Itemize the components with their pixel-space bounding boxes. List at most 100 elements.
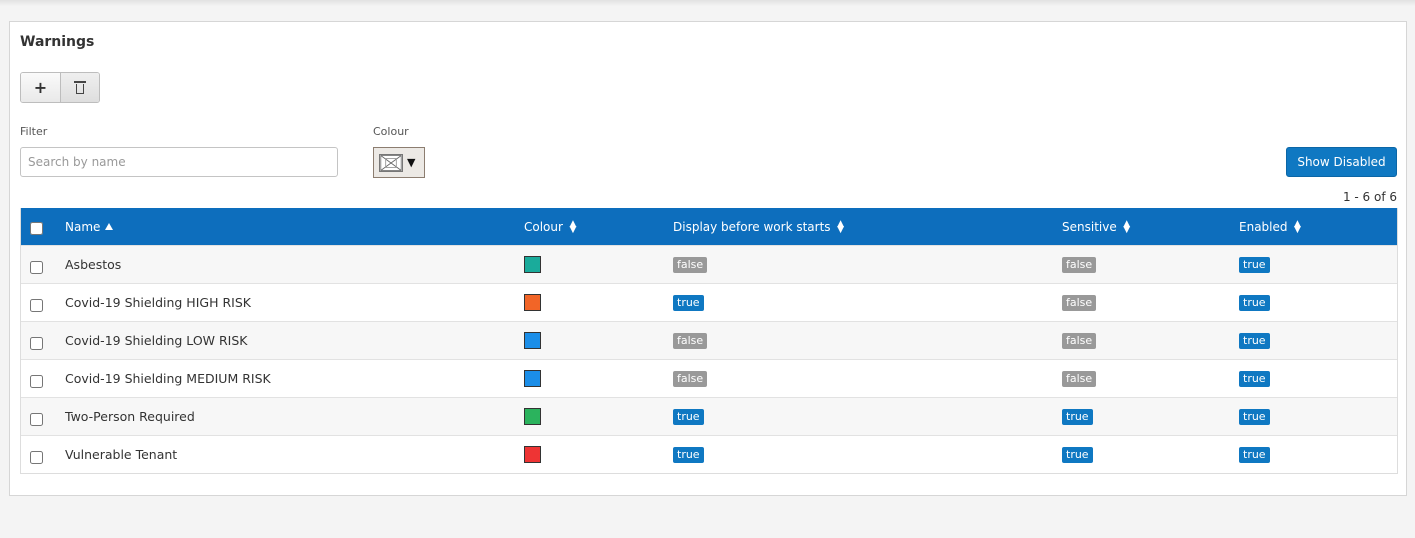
row-display-before-cell: true [673,408,704,425]
trash-icon [74,81,86,94]
row-display-before-cell: false [673,256,708,273]
row-enabled-cell: true [1239,256,1270,273]
table-body: Asbestos false false true Covid-19 Shielding… [21,245,1397,473]
row-name[interactable]: Covid-19 Shielding LOW RISK [65,333,248,348]
column-header-name[interactable]: Name [65,219,114,234]
add-button[interactable]: + [21,73,60,102]
sort-icon: ▲ ▼ [1123,218,1131,235]
column-header-name-label: Name [65,219,101,234]
row-sensitive-cell: true [1062,446,1093,463]
colour-swatch [524,256,541,273]
column-header-enabled-label: Enabled [1239,219,1288,234]
row-name[interactable]: Covid-19 Shielding MEDIUM RISK [65,371,271,386]
column-header-sensitive[interactable]: Sensitive ▲ ▼ [1062,218,1131,235]
row-sensitive-cell: false [1062,256,1097,273]
row-name[interactable]: Vulnerable Tenant [65,447,178,462]
column-header-colour-label: Colour [524,219,563,234]
row-sensitive-cell: false [1062,370,1097,387]
display-before-badge: false [673,332,708,349]
display-before-badge: false [673,256,708,273]
display-before-badge: true [673,408,704,425]
sort-icon: ▲ ▼ [1294,218,1301,235]
row-display-before-cell: true [673,294,704,311]
toolbar-button-group: + [20,72,100,103]
enabled-badge: true [1239,408,1270,425]
colour-filter-label: Colour [373,125,409,138]
row-checkbox[interactable] [30,375,43,388]
row-checkbox[interactable] [30,337,43,350]
table-row[interactable]: Two-Person Required true true true [21,397,1397,435]
row-checkbox[interactable] [30,451,43,464]
enabled-badge: true [1239,370,1270,387]
row-name[interactable]: Two-Person Required [65,409,195,424]
row-sensitive-cell: true [1062,408,1093,425]
colour-swatch [524,446,541,463]
row-enabled-cell: true [1239,332,1270,349]
select-all-checkbox[interactable] [30,222,43,235]
display-before-badge: false [673,370,708,387]
row-checkbox[interactable] [30,299,43,312]
warnings-table: Name Colour ▲ ▼ Display before work start… [20,208,1398,474]
colour-filter-select[interactable]: ▼ [373,147,425,178]
top-shadow [0,0,1415,6]
sort-ascending-icon [105,223,114,230]
sensitive-badge: true [1062,408,1093,425]
enabled-badge: true [1239,332,1270,349]
show-disabled-button[interactable]: Show Disabled [1286,147,1397,177]
sensitive-badge: false [1062,256,1097,273]
sensitive-badge: false [1062,370,1097,387]
row-display-before-cell: false [673,370,708,387]
row-colour-cell [524,370,541,387]
row-enabled-cell: true [1239,294,1270,311]
search-input[interactable] [20,147,338,177]
plus-icon: + [33,78,48,97]
warnings-panel: Warnings + Filter Colour ▼ Show Disabled… [9,21,1407,496]
chevron-down-icon: ▼ [407,156,416,169]
sensitive-badge: false [1062,294,1097,311]
display-before-badge: true [673,446,704,463]
column-header-display-before-label: Display before work starts [673,219,831,234]
row-colour-cell [524,332,541,349]
row-display-before-cell: false [673,332,708,349]
row-colour-cell [524,256,541,273]
row-checkbox[interactable] [30,261,43,274]
row-colour-cell [524,294,541,311]
row-name[interactable]: Covid-19 Shielding HIGH RISK [65,295,251,310]
enabled-badge: true [1239,294,1270,311]
row-colour-cell [524,446,541,463]
column-header-colour[interactable]: Colour ▲ ▼ [524,218,577,235]
no-colour-icon [379,153,403,172]
row-enabled-cell: true [1239,370,1270,387]
sort-icon: ▲ ▼ [569,218,577,235]
table-row[interactable]: Vulnerable Tenant true true true [21,435,1397,473]
row-colour-cell [524,408,541,425]
page-title: Warnings [20,34,95,50]
row-enabled-cell: true [1239,446,1270,463]
row-name[interactable]: Asbestos [65,257,122,272]
colour-swatch [524,408,541,425]
row-sensitive-cell: false [1062,332,1097,349]
colour-swatch [524,294,541,311]
display-before-badge: true [673,294,704,311]
sort-icon: ▲ ▼ [837,218,844,235]
row-enabled-cell: true [1239,408,1270,425]
column-header-enabled[interactable]: Enabled ▲ ▼ [1239,218,1302,235]
colour-swatch [524,370,541,387]
row-display-before-cell: true [673,446,704,463]
filter-label: Filter [20,125,48,138]
column-header-display-before[interactable]: Display before work starts ▲ ▼ [673,218,845,235]
table-row[interactable]: Covid-19 Shielding HIGH RISK true false tru… [21,283,1397,321]
column-header-sensitive-label: Sensitive [1062,219,1117,234]
sensitive-badge: false [1062,332,1097,349]
enabled-badge: true [1239,256,1270,273]
table-row[interactable]: Covid-19 Shielding LOW RISK false false tru… [21,321,1397,359]
pagination-count: 1 - 6 of 6 [1342,190,1397,204]
table-header: Name Colour ▲ ▼ Display before work start… [21,208,1397,245]
row-checkbox[interactable] [30,413,43,426]
table-row[interactable]: Asbestos false false true [21,245,1397,283]
table-row[interactable]: Covid-19 Shielding MEDIUM RISK false false… [21,359,1397,397]
delete-button[interactable] [60,73,99,102]
row-sensitive-cell: false [1062,294,1097,311]
colour-swatch [524,332,541,349]
sensitive-badge: true [1062,446,1093,463]
